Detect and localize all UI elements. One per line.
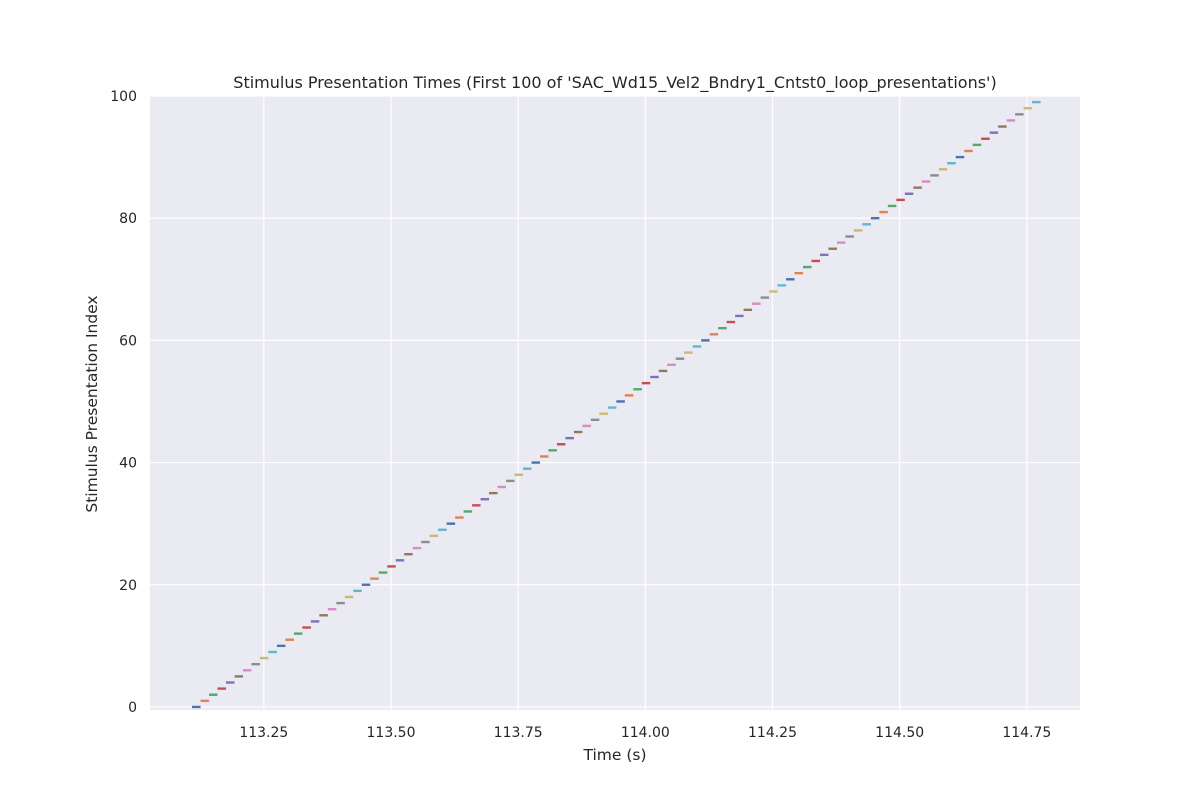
x-axis-label: Time (s) bbox=[582, 746, 646, 764]
y-axis-label: Stimulus Presentation Index bbox=[83, 295, 101, 512]
x-tick-label: 113.75 bbox=[494, 725, 543, 741]
y-tick-label: 100 bbox=[110, 89, 137, 105]
y-tick-label: 20 bbox=[119, 578, 137, 594]
x-tick-label: 114.00 bbox=[621, 725, 670, 741]
x-tick-label: 114.50 bbox=[875, 725, 924, 741]
plot-background bbox=[150, 96, 1080, 710]
chart-title: Stimulus Presentation Times (First 100 o… bbox=[233, 73, 996, 93]
y-tick-label: 60 bbox=[119, 333, 137, 349]
y-tick-label: 0 bbox=[128, 700, 137, 716]
x-tick-labels: 113.25 113.50 113.75 114.00 114.25 114.50 114.… bbox=[239, 725, 1051, 741]
x-tick-label: 114.25 bbox=[748, 725, 797, 741]
data-segments bbox=[192, 100, 1041, 709]
y-tick-labels: 0 20 40 60 80 100 bbox=[110, 89, 137, 716]
y-tick-label: 80 bbox=[119, 211, 137, 227]
x-tick-label: 114.75 bbox=[1002, 725, 1051, 741]
y-tick-label: 40 bbox=[119, 456, 137, 472]
x-tick-label: 113.50 bbox=[367, 725, 416, 741]
x-tick-label: 113.25 bbox=[239, 725, 288, 741]
grid-lines bbox=[150, 95, 1080, 710]
